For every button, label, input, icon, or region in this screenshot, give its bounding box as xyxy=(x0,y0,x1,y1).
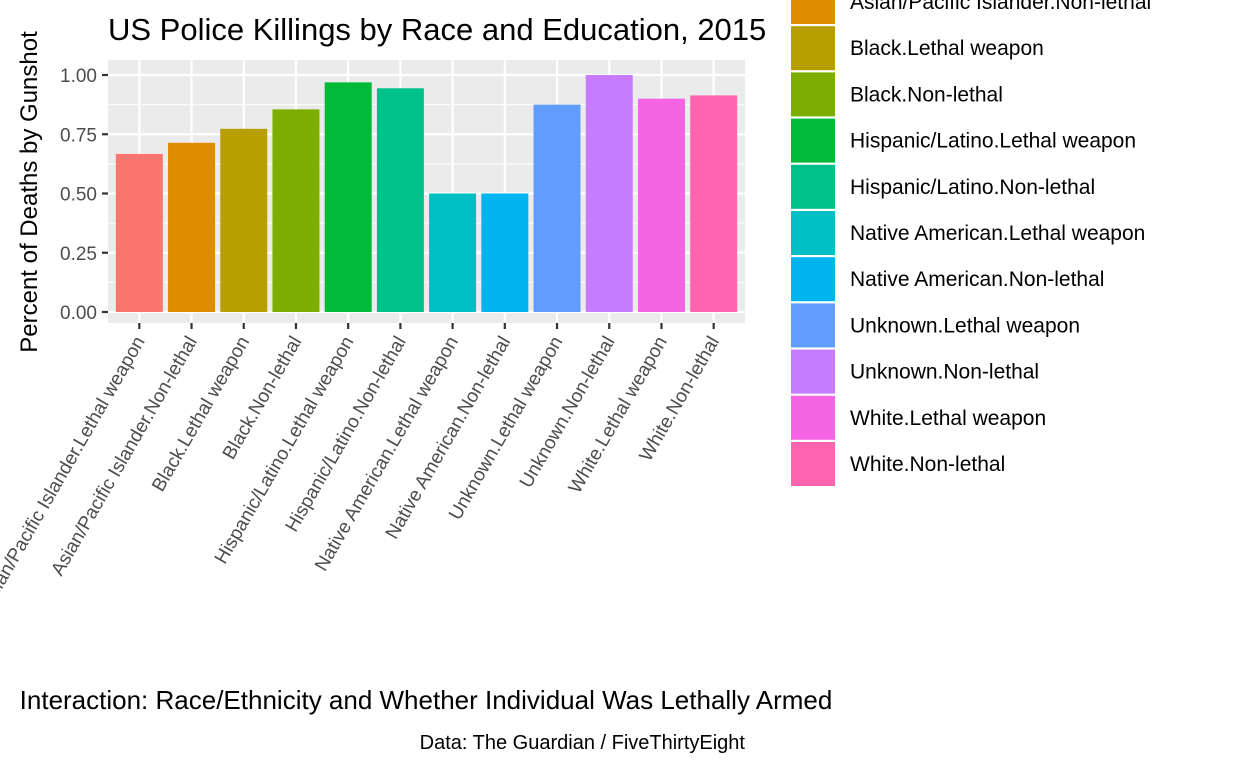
legend-label: Hispanic/Latino.Lethal weapon xyxy=(850,130,1136,153)
x-tick-label: Black.Lethal weapon xyxy=(148,333,254,495)
bar xyxy=(272,109,320,313)
legend-label: White.Non-lethal xyxy=(850,453,1005,476)
caption: Data: The Guardian / FiveThirtyEight xyxy=(420,732,746,754)
y-tick-label: 1.00 xyxy=(60,66,97,87)
legend-label: White.Lethal weapon xyxy=(850,407,1046,430)
legend-key xyxy=(791,164,835,209)
bar xyxy=(481,193,529,312)
legend-label: Hispanic/Latino.Non-lethal xyxy=(850,176,1095,199)
y-tick-label: 0.75 xyxy=(60,125,97,146)
legend-key xyxy=(791,0,835,24)
legend-label: Native American.Non-lethal xyxy=(850,268,1104,291)
legend-key xyxy=(791,26,835,71)
legend-label: Black.Non-lethal xyxy=(850,83,1003,106)
bar xyxy=(533,104,581,312)
chart-title: US Police Killings by Race and Education… xyxy=(108,12,766,47)
bar xyxy=(637,98,685,312)
x-tick-label: White.Lethal weapon xyxy=(565,333,672,497)
y-tick-label: 0.25 xyxy=(60,244,97,265)
legend-key xyxy=(791,118,835,163)
bar xyxy=(429,193,477,312)
bar xyxy=(324,82,372,312)
legend-key xyxy=(791,257,835,302)
legend-key xyxy=(791,72,835,117)
legend-label: Native American.Lethal weapon xyxy=(850,222,1145,245)
bar xyxy=(220,128,268,312)
x-tick-label: Unknown.Non-lethal xyxy=(516,333,620,492)
y-tick-label: 0.50 xyxy=(60,185,97,206)
legend-label: Black.Lethal weapon xyxy=(850,37,1044,60)
bar xyxy=(376,88,424,312)
bar xyxy=(585,75,633,312)
bars xyxy=(115,75,738,313)
legend-key xyxy=(791,349,835,394)
bar xyxy=(168,142,216,312)
legend-label: Asian/Pacific Islander.Non-lethal xyxy=(850,0,1151,14)
legend-key xyxy=(791,303,835,348)
legend-key xyxy=(791,442,835,486)
bar xyxy=(690,95,738,312)
y-axis: 0.00 0.25 0.50 0.75 1.00 xyxy=(60,66,108,324)
legend-key xyxy=(791,395,835,440)
x-axis-title: Interaction: Race/Ethnicity and Whether … xyxy=(20,685,833,715)
legend: Asian/Pacific Islander.Non-lethal Black.L… xyxy=(791,0,1151,486)
bar xyxy=(115,153,163,312)
x-axis: Asian/Pacific Islander.Lethal weaponAsia… xyxy=(0,323,724,612)
y-axis-title: Percent of Deaths by Gunshot xyxy=(16,31,43,353)
legend-label: Unknown.Non-lethal xyxy=(850,361,1039,384)
legend-label: Unknown.Lethal weapon xyxy=(850,314,1080,337)
legend-key xyxy=(791,211,835,255)
y-tick-label: 0.00 xyxy=(60,303,97,324)
